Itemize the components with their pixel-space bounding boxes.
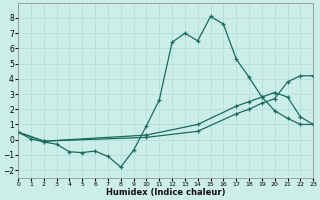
X-axis label: Humidex (Indice chaleur): Humidex (Indice chaleur) [106, 188, 225, 197]
